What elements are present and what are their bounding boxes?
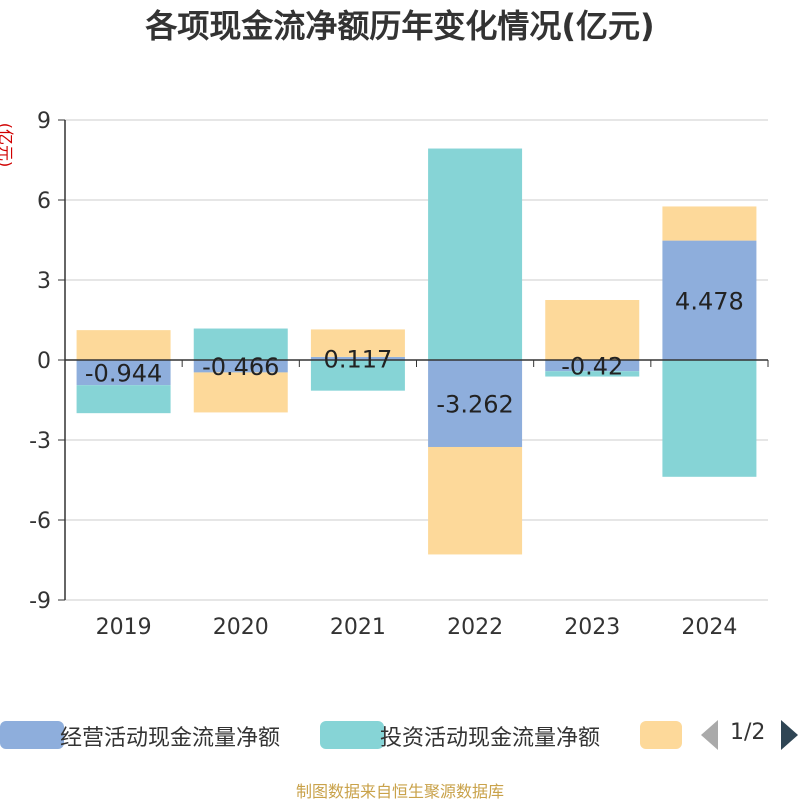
- bar-s0-2023: [545, 360, 640, 372]
- bar-s1-2021: [310, 360, 405, 391]
- data-label-2024: 4.478: [675, 287, 744, 315]
- bar-s1-2020: [193, 328, 288, 360]
- data-label-2021: 0.117: [324, 345, 393, 373]
- data-label-2019: -0.944: [85, 360, 162, 388]
- y-tick-label: 6: [37, 189, 51, 214]
- x-tick-label-2022: 2022: [447, 615, 503, 640]
- data-labels-group: -0.944 -0.466 0.117 -3.262 -0.42 4.478: [85, 287, 744, 418]
- bar-s2-2020: [193, 372, 288, 413]
- bar-s2-2024: [662, 206, 757, 241]
- legend-swatch-investing: [320, 721, 384, 749]
- prev-page-icon[interactable]: [701, 720, 718, 750]
- bar-s2-2022: [428, 446, 523, 555]
- bar-s2-2019: [76, 330, 171, 360]
- legend-swatch-operating: [0, 721, 64, 749]
- legend-swatch-financing: [640, 721, 682, 749]
- y-tick-label: -3: [29, 429, 51, 454]
- y-tick-label: 0: [37, 349, 51, 374]
- chart-title: 各项现金流净额历年变化情况(亿元): [145, 7, 654, 45]
- bar-s0-2019: [76, 360, 171, 386]
- bar-s1-2022: [428, 148, 523, 360]
- bar-s1-2024: [662, 360, 757, 477]
- chart-svg: 各项现金流净额历年变化情况(亿元) (亿元) -9 -6 -3 0 3 6 9 2019 202…: [0, 7, 769, 640]
- legend-label-investing: 投资活动现金流量净额: [380, 726, 601, 751]
- bar-s0-2022: [428, 360, 523, 447]
- bar-s0-2021: [310, 356, 405, 360]
- gridlines: [65, 119, 768, 601]
- legend-label-operating: 经营活动现金流量净额: [60, 726, 281, 751]
- y-tick-label: -6: [29, 509, 51, 534]
- y-tick-label: 9: [37, 109, 51, 134]
- data-label-2022: -3.262: [436, 390, 513, 418]
- bar-s0-2024: [662, 240, 757, 360]
- bar-s0-2020: [193, 360, 288, 373]
- bar-s2-2021: [310, 329, 405, 357]
- x-tick-label-2021: 2021: [330, 615, 386, 640]
- x-tick-label-2019: 2019: [96, 615, 152, 640]
- bar-s2-2023: [545, 300, 640, 360]
- axes-group: -9 -6 -3 0 3 6 9 2019 2020 2021 2022 2023 2024: [29, 109, 769, 640]
- legend: 经营活动现金流量净额 投资活动现金流量净额: [0, 717, 800, 753]
- source-note: 制图数据来自恒生聚源数据库: [295, 782, 504, 801]
- x-tick-label-2024: 2024: [681, 615, 737, 640]
- legend-page-indicator: 1/2: [730, 720, 766, 745]
- y-tick-label: -9: [29, 589, 51, 614]
- x-tick-label-2020: 2020: [213, 615, 269, 640]
- x-tick-label-2023: 2023: [564, 615, 620, 640]
- bar-s1-2019: [76, 385, 171, 414]
- y-axis-label: (亿元): [0, 123, 15, 168]
- y-tick-label: 3: [37, 269, 51, 294]
- data-label-2023: -0.42: [561, 353, 623, 381]
- bar-s1-2023: [545, 371, 640, 377]
- data-label-2020: -0.466: [202, 353, 279, 381]
- next-page-icon[interactable]: [781, 720, 798, 750]
- bars-group: [76, 148, 757, 555]
- legend-pager: 1/2: [700, 717, 800, 753]
